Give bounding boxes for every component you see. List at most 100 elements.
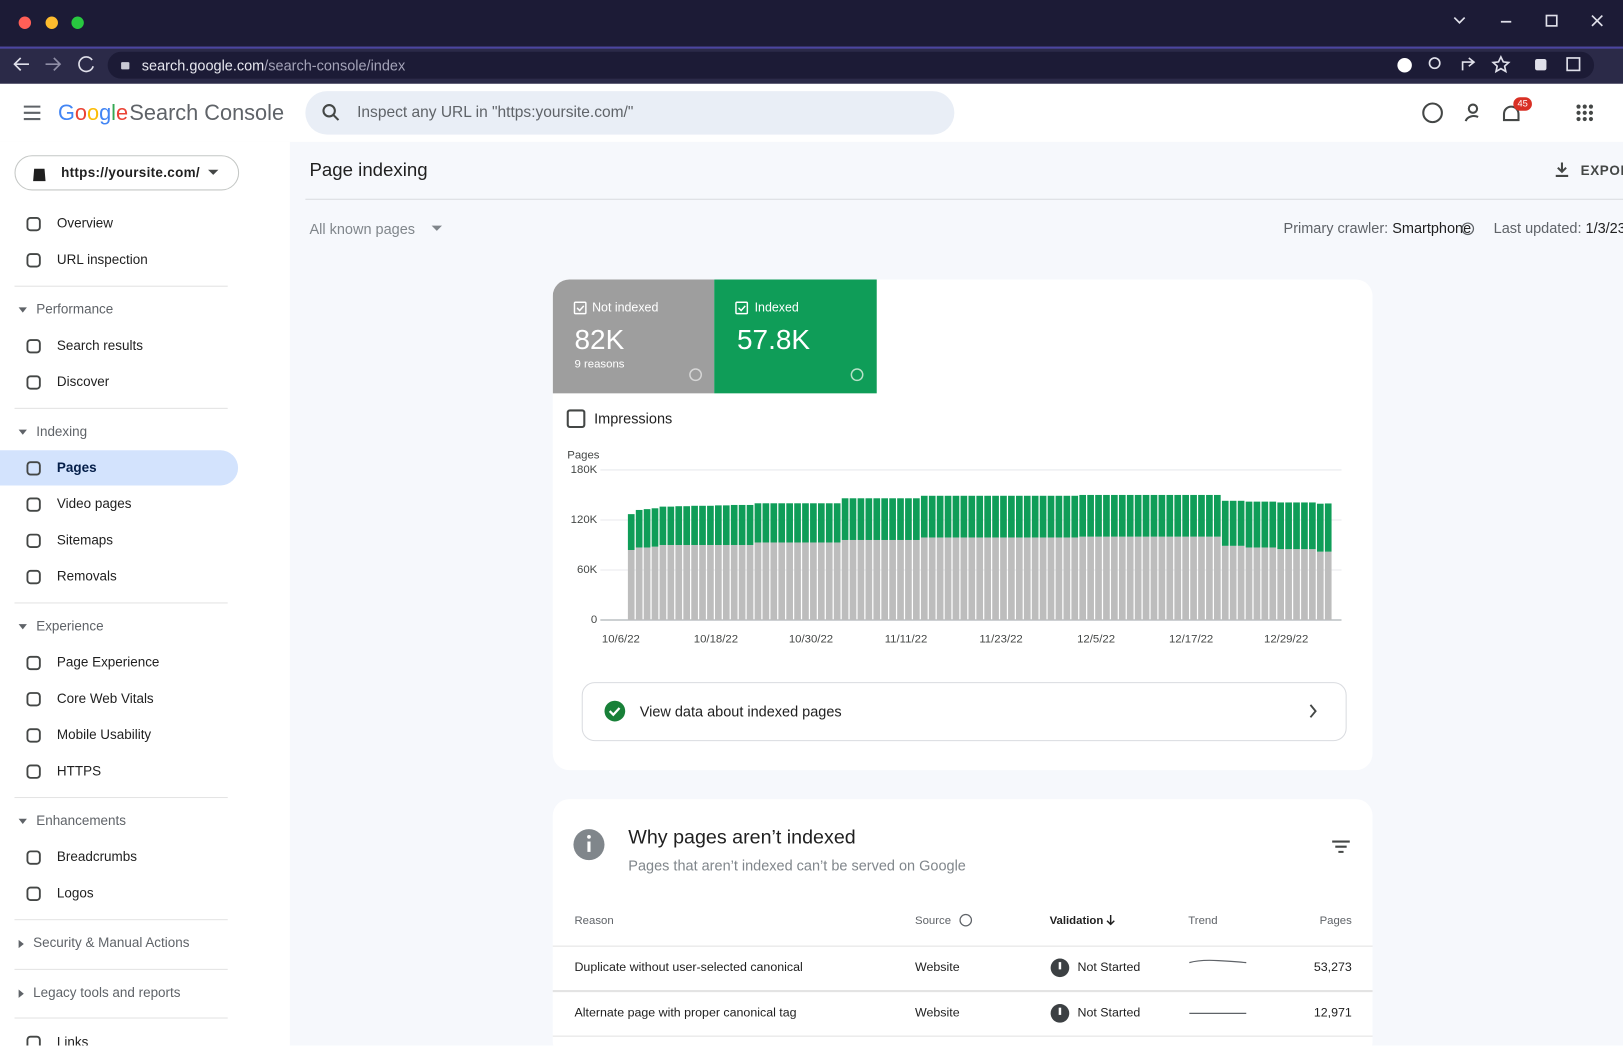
logo-letter: o <box>74 101 87 126</box>
nav-item[interactable]: Core Web Vitals <box>0 681 238 716</box>
status-icon <box>1050 958 1070 978</box>
not-indexed-label: Not indexed <box>592 300 659 315</box>
nav-item[interactable]: Breadcrumbs <box>0 839 238 874</box>
nav-section[interactable]: Security & Manual Actions <box>18 934 190 951</box>
nav-item[interactable]: Sitemaps <box>0 523 238 558</box>
nav-item[interactable]: Removals <box>0 559 238 594</box>
back[interactable] <box>13 57 29 71</box>
nav-item[interactable]: Page Experience <box>0 645 238 680</box>
nav-label: Overview <box>56 215 114 231</box>
table-title: Why pages aren’t indexed <box>628 827 856 849</box>
link-text[interactable]: View data about indexed pages <box>639 702 842 720</box>
property-selector[interactable] <box>14 155 240 191</box>
separator <box>14 1017 228 1019</box>
close[interactable] <box>1591 14 1603 27</box>
source-help[interactable] <box>959 913 973 927</box>
crawler-help[interactable] <box>1461 222 1475 236</box>
crawler-info: Primary crawler: Smartphone <box>1284 219 1472 236</box>
nav-item[interactable]: Overview <box>0 206 238 241</box>
nav-section[interactable]: Enhancements <box>18 813 126 828</box>
maximize[interactable] <box>1545 14 1558 27</box>
logo-letter: e <box>116 101 129 126</box>
max-dot[interactable] <box>71 16 84 29</box>
section-caret <box>18 989 24 998</box>
column-header: Source <box>915 915 951 927</box>
column-header: Trend <box>1188 915 1217 927</box>
separator <box>14 602 228 604</box>
search-icon <box>322 104 340 121</box>
nav-section[interactable]: Legacy tools and reports <box>18 984 180 1000</box>
section-title: Experience <box>36 617 104 634</box>
nav-item[interactable]: Pages <box>0 450 239 486</box>
nav-icon <box>26 461 41 476</box>
nav-label: Removals <box>56 568 117 584</box>
nav-item[interactable]: Mobile Usability <box>0 717 238 752</box>
pages: 53,273 <box>1314 960 1352 974</box>
source: Website <box>915 1006 960 1020</box>
share[interactable] <box>1461 57 1476 71</box>
reload[interactable] <box>78 56 94 73</box>
nav-icon <box>26 339 41 354</box>
url-path: /search-console/index <box>264 56 406 74</box>
address-bar[interactable] <box>107 51 1595 79</box>
reason: Alternate page with proper canonical tag <box>574 1006 796 1020</box>
zoom[interactable] <box>1428 57 1441 70</box>
status-mark <box>1058 962 1062 970</box>
url-search[interactable] <box>305 91 955 135</box>
indexed-card[interactable] <box>714 279 877 394</box>
filter[interactable]: All known pages <box>309 220 416 238</box>
forward[interactable] <box>45 57 62 71</box>
section-caret <box>18 429 27 435</box>
crawler: Smartphone <box>1392 219 1472 237</box>
search-placeholder: Inspect any URL in "https:yoursite.com/" <box>357 103 634 122</box>
nav-item[interactable]: Video pages <box>0 486 238 521</box>
nav-item[interactable]: Logos <box>0 876 238 911</box>
url: search.google.com/search-console/index <box>142 57 405 74</box>
not-indexed-value: 82K <box>574 323 625 356</box>
table-subtitle: Pages that aren’t indexed can’t be serve… <box>628 857 966 874</box>
menu[interactable] <box>23 105 42 122</box>
extensions[interactable] <box>1535 59 1547 71</box>
help[interactable] <box>1422 102 1443 124</box>
nav-item[interactable]: URL inspection <box>0 242 238 277</box>
status-icon <box>1050 1004 1070 1023</box>
side-panel[interactable] <box>1566 57 1581 72</box>
nav-label: Video pages <box>56 495 132 512</box>
nav-section[interactable]: Experience <box>18 617 104 634</box>
property-icons <box>33 168 219 182</box>
section-title: Security & Manual Actions <box>33 934 190 951</box>
min-dot[interactable] <box>45 16 58 29</box>
table-filter[interactable] <box>1332 840 1350 853</box>
export[interactable]: EXPORT <box>1580 162 1623 179</box>
nav-item[interactable]: Links <box>0 1025 238 1046</box>
bookmark[interactable] <box>1491 55 1511 74</box>
tab-menu[interactable] <box>1453 17 1466 24</box>
nav-icon <box>26 764 41 779</box>
nav-label: Breadcrumbs <box>56 848 137 865</box>
nav-icon <box>26 728 41 743</box>
not-indexed-reasons: 9 reasons <box>574 358 625 371</box>
validation: Not Started <box>1078 1006 1141 1020</box>
google-icon[interactable] <box>1397 57 1412 73</box>
nav-label: Sitemaps <box>56 532 114 548</box>
nav-item[interactable]: Discover <box>0 364 238 399</box>
crawler-label: Primary crawler: <box>1283 219 1389 237</box>
product-name: Search Console <box>129 101 285 126</box>
separator <box>14 919 228 921</box>
nav-item[interactable]: HTTPS <box>0 754 238 789</box>
not-indexed-card[interactable] <box>552 279 715 394</box>
apps[interactable] <box>1576 104 1594 122</box>
separator <box>14 407 228 409</box>
close-dot[interactable] <box>18 16 32 29</box>
sidebar <box>0 141 290 1046</box>
nav-icon <box>26 497 41 512</box>
nav-section[interactable]: Performance <box>18 301 114 317</box>
nav-label: URL inspection <box>56 251 148 268</box>
nav-icon <box>26 850 41 865</box>
validation: Not Started <box>1078 960 1141 974</box>
nav-section[interactable]: Indexing <box>18 423 87 439</box>
logo-letter: o <box>86 101 100 126</box>
nav-item[interactable]: Search results <box>0 328 238 363</box>
admin[interactable] <box>1467 103 1479 114</box>
